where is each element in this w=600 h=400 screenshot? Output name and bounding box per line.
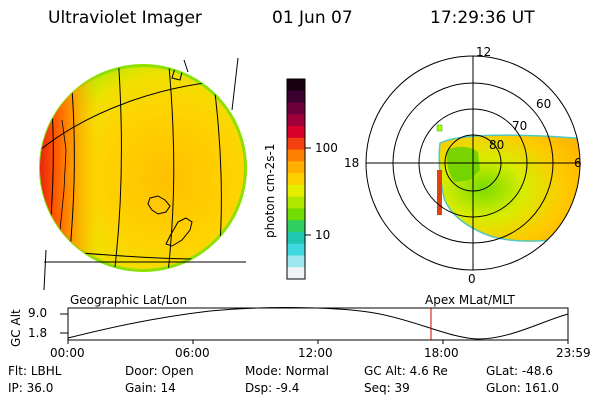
globe-caption: Geographic Lat/Lon [70,293,188,307]
colorbar-swatch [287,208,305,221]
colorbar-swatch [287,220,305,233]
timeline-ytick-1-8: 1.8 [28,326,48,340]
footer-gc-alt: GC Alt: 4.6 Re [364,364,448,378]
footer-glat: GLat: -48.6 [486,364,553,378]
colorbar-swatch [287,102,305,115]
footer-seq: Seq: 39 [364,381,410,395]
date-label: 01 Jun 07 [272,8,353,28]
colorbar-swatch [287,126,305,139]
colorbar-swatch [287,267,305,280]
footer-gain: Gain: 14 [125,381,176,395]
polar-mlt-12: 12 [476,45,492,59]
altitude-timeline [60,307,569,344]
globe-image [39,57,247,291]
polar-mlt-18: 18 [344,156,360,170]
polar-mlt-6: 6 [574,156,582,170]
colorbar-swatch [287,184,305,198]
polar-mlt-0: 0 [468,272,476,286]
timeline-xtick-0000: 00:00 [50,346,85,360]
timeline-ylabel: GC Alt [9,309,23,347]
timeline-xtick-2359: 23:59 [556,346,591,360]
colorbar-swatch [287,243,305,256]
polar-lat-80: 80 [489,138,505,152]
footer-door: Door: Open [125,364,194,378]
colorbar-swatch [287,137,305,151]
colorbar-swatch [287,255,305,268]
time-label: 17:29:36 UT [430,8,535,28]
colorbar-swatch [287,196,305,209]
color-scale-bar [286,78,306,280]
timeline-xtick-1200: 12:00 [298,346,333,360]
footer-dsp: Dsp: -9.4 [245,381,300,395]
polar-lat-70: 70 [512,119,528,133]
satellite-position-marker [436,124,443,132]
colorbar-swatch [287,79,305,92]
footer-ip: IP: 36.0 [8,381,54,395]
colorbar-swatch [287,161,305,174]
timeline-xtick-1800: 18:00 [424,346,459,360]
timeline-xtick-0600: 06:00 [175,346,210,360]
polar-lat-60: 60 [536,97,552,111]
timeline-ytick-9: 9.0 [28,306,48,320]
footer-glon: GLon: 161.0 [486,381,559,395]
polar-caption: Apex MLat/MLT [425,293,515,307]
colorbar-swatch [287,114,305,127]
colorbar-swatch [287,90,305,104]
colorbar-swatch [287,173,305,186]
polar-plot [365,55,581,271]
footer-filter: Flt: LBHL [8,364,62,378]
colorbar-swatch [287,149,305,162]
footer-mode: Mode: Normal [245,364,329,378]
colorbar-swatch [287,231,305,245]
instrument-title: Ultraviolet Imager [48,8,202,28]
colorbar-tick-100: 100 [315,141,338,155]
colorbar-frame [286,78,306,280]
colorbar-tick-10: 10 [315,228,331,242]
colorbar-unit-label: photon cm-2s-1 [263,143,277,239]
